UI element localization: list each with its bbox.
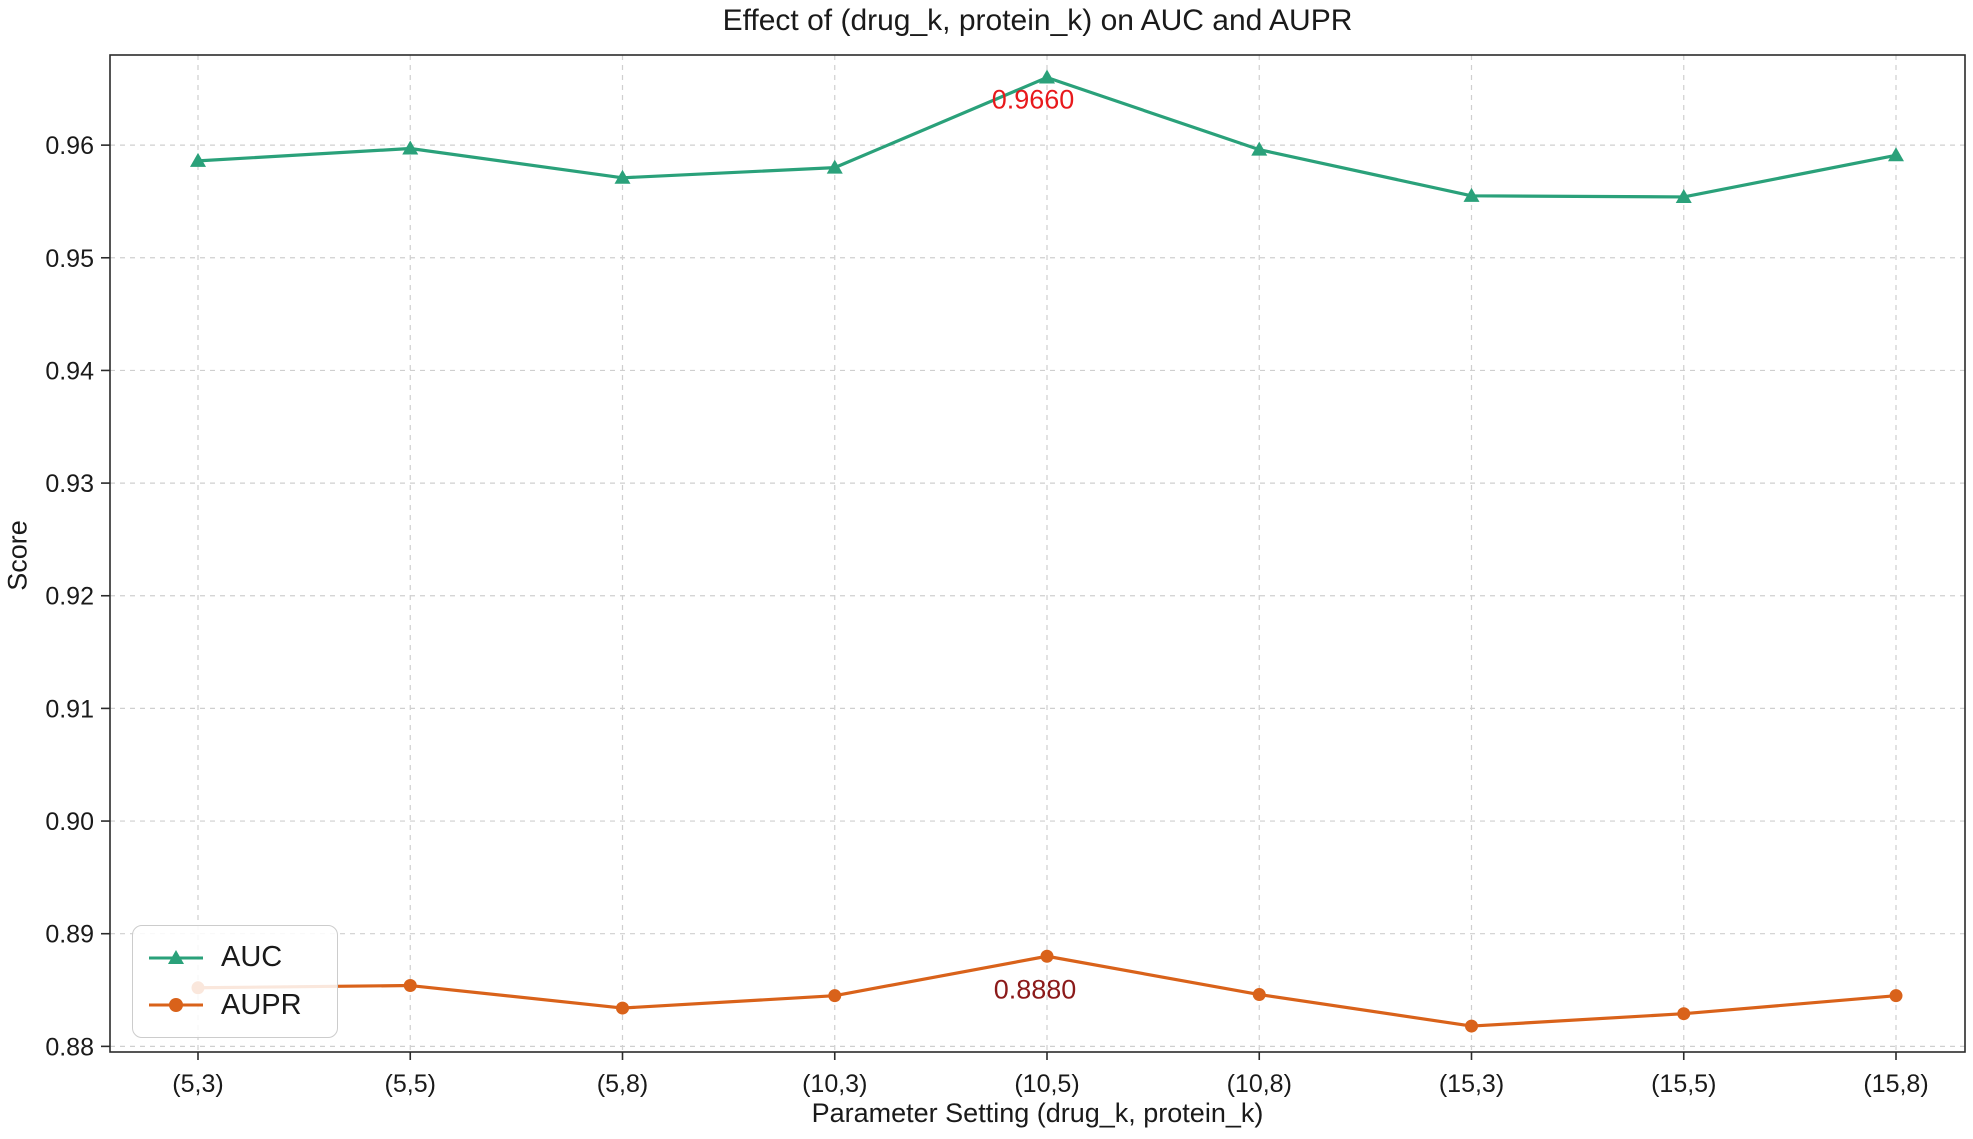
x-tick-label: (5,5) (385, 1070, 436, 1098)
y-tick-label: 0.89 (45, 921, 94, 949)
data-point-marker-aupr (403, 979, 417, 993)
x-tick-label: (10,8) (1227, 1070, 1292, 1098)
x-tick-label: (5,3) (172, 1070, 223, 1098)
data-point-marker-aupr (1465, 1019, 1478, 1033)
legend-entry-aupr: AUPR (147, 989, 323, 1022)
legend: AUC AUPR (132, 925, 338, 1038)
annotation-auc-peak: 0.9660 (991, 84, 1075, 115)
y-tick-label: 0.88 (45, 1033, 94, 1061)
data-point-marker-aupr (828, 989, 842, 1003)
data-point-marker-auc (402, 140, 419, 155)
data-point-marker-auc (190, 152, 206, 167)
y-tick-label: 0.94 (45, 357, 94, 385)
x-tick-label: (15,8) (1863, 1070, 1928, 1098)
plot-frame (109, 54, 1966, 1053)
y-tick-label: 0.95 (45, 245, 94, 273)
y-axis-label: Score (2, 520, 33, 591)
data-point-marker-auc (826, 159, 843, 174)
data-point-marker-auc (1251, 141, 1268, 156)
annotation-aupr-peak: 0.8880 (993, 974, 1077, 1005)
x-tick-label: (10,3) (802, 1070, 867, 1098)
data-point-marker-aupr (1252, 988, 1266, 1002)
y-tick-label: 0.96 (45, 132, 94, 160)
x-tick-label: (15,5) (1651, 1070, 1716, 1098)
legend-label-auc: AUC (221, 941, 283, 974)
x-tick-label: (5,8) (597, 1070, 648, 1098)
x-axis-label: Parameter Setting (drug_k, protein_k) (811, 1098, 1264, 1128)
data-point-marker-aupr (1889, 989, 1903, 1003)
x-tick-label: (15,3) (1439, 1070, 1504, 1098)
legend-entry-auc: AUC (147, 941, 323, 974)
legend-label-aupr: AUPR (221, 988, 302, 1021)
x-tick-label: (10,5) (1014, 1070, 1079, 1098)
data-point-marker-auc (1888, 147, 1904, 162)
chart-title: Effect of (drug_k, protein_k) on AUC and… (722, 4, 1353, 37)
data-point-marker-aupr (616, 1001, 629, 1015)
data-point-marker-auc (1463, 187, 1480, 202)
data-point-marker-aupr (1040, 949, 1054, 963)
y-tick-label: 0.92 (45, 583, 94, 611)
data-point-marker-auc (1675, 188, 1692, 203)
y-tick-label: 0.93 (45, 470, 94, 498)
y-tick-label: 0.90 (45, 808, 94, 836)
auc-line-triangle-marker-icon (149, 949, 203, 964)
data-point-marker-aupr (1677, 1007, 1691, 1021)
data-point-marker-auc (1039, 69, 1055, 84)
y-tick-label: 0.91 (45, 695, 94, 723)
aupr-line-circle-marker-icon (149, 998, 203, 1013)
data-point-marker-auc (614, 169, 631, 184)
